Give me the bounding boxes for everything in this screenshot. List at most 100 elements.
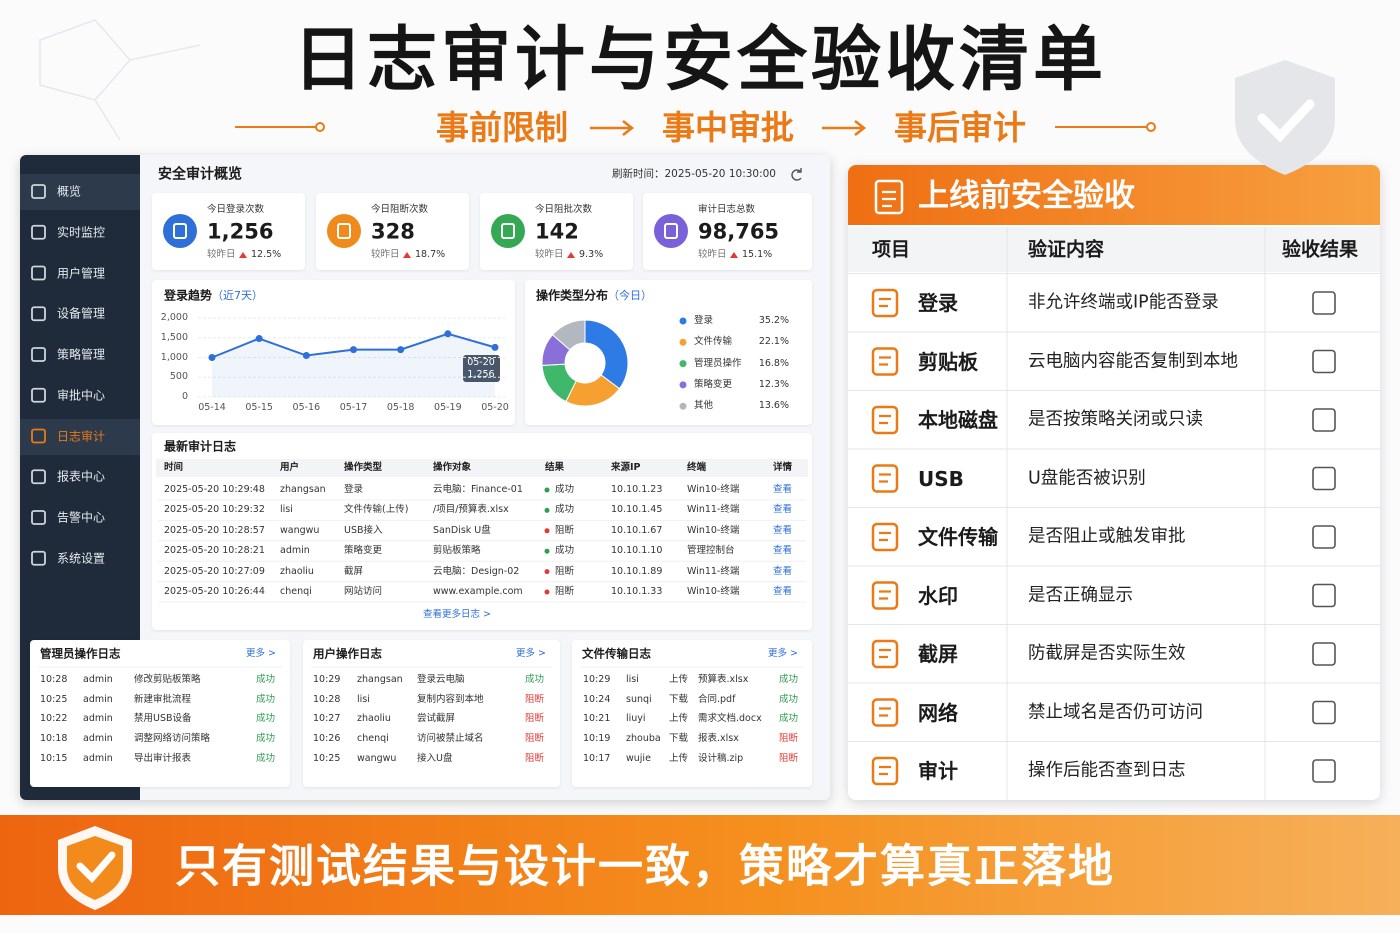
panel-cell: 10:21 bbox=[583, 713, 611, 725]
table-cell: Win10-终端 bbox=[687, 585, 740, 597]
panel-cell: 接入U盘 bbox=[417, 752, 453, 764]
sidebar-item[interactable]: 设备管理 bbox=[57, 306, 106, 321]
panel-cell: zhaoliu bbox=[357, 713, 391, 725]
panel-cell: 下载 bbox=[669, 693, 689, 705]
tooltip-title: 05-20 bbox=[467, 356, 495, 368]
log-panel bbox=[572, 640, 812, 787]
table-cell: Win10-终端 bbox=[687, 524, 740, 536]
kpi-icon-glyph bbox=[501, 223, 515, 239]
checkbox[interactable] bbox=[1312, 466, 1336, 491]
sidebar-icon bbox=[31, 184, 46, 199]
footer-shield-inner bbox=[67, 836, 123, 900]
checkbox[interactable] bbox=[1312, 525, 1336, 549]
panel-cell: 报表.xlsx bbox=[698, 732, 739, 744]
check-item: 本地磁盘 bbox=[918, 408, 998, 432]
checklist-icon bbox=[874, 179, 904, 215]
pie-slice bbox=[584, 319, 629, 390]
panel-cell: chenqi bbox=[357, 732, 389, 744]
item-icon bbox=[871, 581, 899, 610]
sidebar-highlight bbox=[20, 174, 140, 210]
status-text: 成功 bbox=[779, 693, 799, 705]
panel-cell: zhouba bbox=[626, 732, 661, 744]
checklist-header bbox=[848, 165, 1380, 225]
check-content: 防截屏是否实际生效 bbox=[1028, 643, 1186, 664]
panel-cell: 10:28 bbox=[313, 693, 341, 705]
table-header: 结果 bbox=[545, 461, 565, 473]
detail-link[interactable]: 查看 bbox=[773, 544, 793, 556]
checklist-column-header: 验证内容 bbox=[1028, 238, 1105, 261]
tooltip-value: 1,256 bbox=[467, 368, 495, 380]
refresh-icon[interactable] bbox=[791, 168, 802, 181]
value-label: 12.3% bbox=[758, 378, 789, 390]
detail-link[interactable]: 查看 bbox=[773, 565, 793, 577]
check-content: 是否按策略关闭或只读 bbox=[1028, 409, 1203, 430]
panel-cell: admin bbox=[83, 752, 113, 764]
sidebar-item[interactable]: 日志审计 bbox=[57, 428, 106, 443]
table-cell: chenqi bbox=[280, 585, 312, 597]
panel-cell: liuyi bbox=[626, 713, 646, 725]
chart-subtitle: （近7天） bbox=[212, 288, 263, 302]
panel-cell: 尝试截屏 bbox=[417, 713, 456, 725]
check-item: 水印 bbox=[918, 583, 958, 608]
kpi-up-arrow bbox=[403, 252, 411, 258]
legend-label: 文件传输 bbox=[694, 336, 733, 348]
status-dot bbox=[544, 548, 550, 554]
sidebar-item[interactable]: 用户管理 bbox=[57, 265, 106, 280]
checkbox[interactable] bbox=[1312, 291, 1336, 315]
check-content: 是否阻止或触发审批 bbox=[1028, 526, 1186, 547]
table-title: 最新审计日志 bbox=[164, 439, 237, 454]
status-text: 成功 bbox=[256, 732, 276, 744]
checkbox[interactable] bbox=[1312, 759, 1336, 783]
status-text: 阻断 bbox=[555, 585, 575, 597]
sidebar-icon bbox=[31, 224, 46, 240]
checklist-icon-lines bbox=[882, 190, 896, 208]
kpi-compare: 较昨日 bbox=[207, 248, 236, 260]
trend-point bbox=[350, 346, 357, 354]
table-cell: lisi bbox=[280, 504, 293, 516]
trend-point bbox=[397, 346, 405, 354]
item-icon-glyph bbox=[879, 297, 891, 308]
check-item: 文件传输 bbox=[918, 525, 998, 549]
panel-cell: 访问被禁止域名 bbox=[417, 732, 484, 744]
sidebar-item[interactable]: 告警中心 bbox=[57, 510, 106, 525]
panel-more[interactable]: 更多 > bbox=[768, 647, 798, 659]
panel-more[interactable]: 更多 > bbox=[516, 647, 546, 659]
status-dot bbox=[544, 487, 550, 493]
kpi-change: 9.3% bbox=[579, 248, 604, 260]
kpi-icon-glyph bbox=[173, 223, 187, 239]
flow-step: 事中审批 bbox=[662, 107, 794, 147]
sidebar-item[interactable]: 报表中心 bbox=[57, 469, 106, 484]
table-cell: 10.10.1.10 bbox=[611, 544, 663, 556]
trend-point bbox=[302, 352, 310, 360]
panel-cell: 预算表.xlsx bbox=[698, 673, 749, 685]
checkbox[interactable] bbox=[1312, 583, 1336, 608]
checkbox[interactable] bbox=[1312, 408, 1336, 432]
item-icon bbox=[871, 522, 899, 552]
sidebar-item[interactable]: 审批中心 bbox=[57, 388, 106, 403]
detail-link[interactable]: 查看 bbox=[773, 483, 793, 495]
table-cell: 云电脑：Finance-01 bbox=[433, 483, 523, 495]
item-icon-glyph bbox=[879, 473, 891, 483]
checkbox[interactable] bbox=[1312, 349, 1336, 374]
checkbox[interactable] bbox=[1312, 700, 1336, 725]
sidebar-item[interactable]: 策略管理 bbox=[57, 347, 106, 362]
more-link[interactable]: 查看更多日志 > bbox=[423, 608, 491, 620]
panel-more[interactable]: 更多 > bbox=[246, 647, 276, 659]
panel-cell: 下载 bbox=[669, 732, 689, 744]
check-content: 是否正确显示 bbox=[1028, 584, 1133, 605]
x-tick-label: 05-14 bbox=[198, 401, 226, 413]
detail-link[interactable]: 查看 bbox=[773, 585, 793, 597]
detail-link[interactable]: 查看 bbox=[773, 524, 793, 536]
checklist-title: 上线前安全验收 bbox=[918, 177, 1135, 214]
status-dot bbox=[544, 569, 550, 575]
sidebar-item[interactable]: 实时监控 bbox=[57, 225, 106, 240]
detail-link[interactable]: 查看 bbox=[773, 504, 793, 516]
sidebar-item[interactable]: 概览 bbox=[57, 184, 82, 199]
status-text: 成功 bbox=[779, 673, 799, 685]
table-cell: 截屏 bbox=[344, 565, 364, 577]
sidebar-item[interactable]: 系统设置 bbox=[57, 551, 106, 566]
x-tick-label: 05-16 bbox=[292, 401, 321, 413]
pie-slice bbox=[551, 319, 586, 351]
checkbox[interactable] bbox=[1312, 642, 1336, 666]
